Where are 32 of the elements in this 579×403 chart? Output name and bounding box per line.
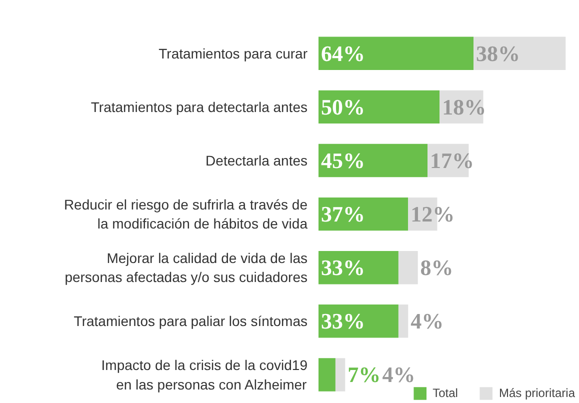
data-label: 7%: [348, 362, 381, 388]
y-tick-label: Tratamientos para curar: [158, 45, 308, 62]
data-label: 33%: [320, 255, 365, 280]
bar: [318, 358, 336, 392]
data-label: 33%: [320, 308, 365, 334]
legend-label: Más prioritaria: [498, 386, 575, 400]
data-label: 64%: [320, 40, 365, 66]
data-label: 8%: [420, 255, 454, 280]
data-label: 12%: [410, 202, 455, 227]
y-tick-label: Impacto de la crisis de la covid19 en las personas con Alzheimer: [101, 357, 308, 392]
bar: [318, 197, 408, 231]
y-tick-label: Tratamientos para paliar los síntomas: [74, 313, 308, 330]
bar: [335, 358, 346, 392]
bar: [318, 144, 428, 178]
data-label: 18%: [442, 94, 486, 120]
legend-label: Total: [432, 386, 458, 400]
bar: [318, 36, 474, 70]
data-label: 37%: [320, 202, 365, 227]
data-label: 4%: [410, 308, 444, 334]
y-tick-label: Tratamientos para detectarla antes: [90, 98, 308, 115]
y-tick-label: Reducir el riesgo de sufrirla a través de la modificación de hábitos de vida: [64, 196, 308, 232]
y-tick-label: Mejorar la calidad de vida de las personas afectadas y/o sus cuidadores: [64, 250, 308, 286]
data-label: 50%: [320, 94, 365, 120]
bar: [398, 304, 408, 338]
bar: [318, 90, 440, 124]
data-label: 45%: [320, 148, 365, 173]
bar: [318, 304, 398, 338]
data-label: 4%: [382, 362, 416, 388]
data-label: 17%: [430, 148, 474, 173]
bar: [398, 251, 418, 284]
y-tick-label: Detectarla antes: [206, 152, 308, 168]
data-label: 38%: [476, 40, 520, 66]
